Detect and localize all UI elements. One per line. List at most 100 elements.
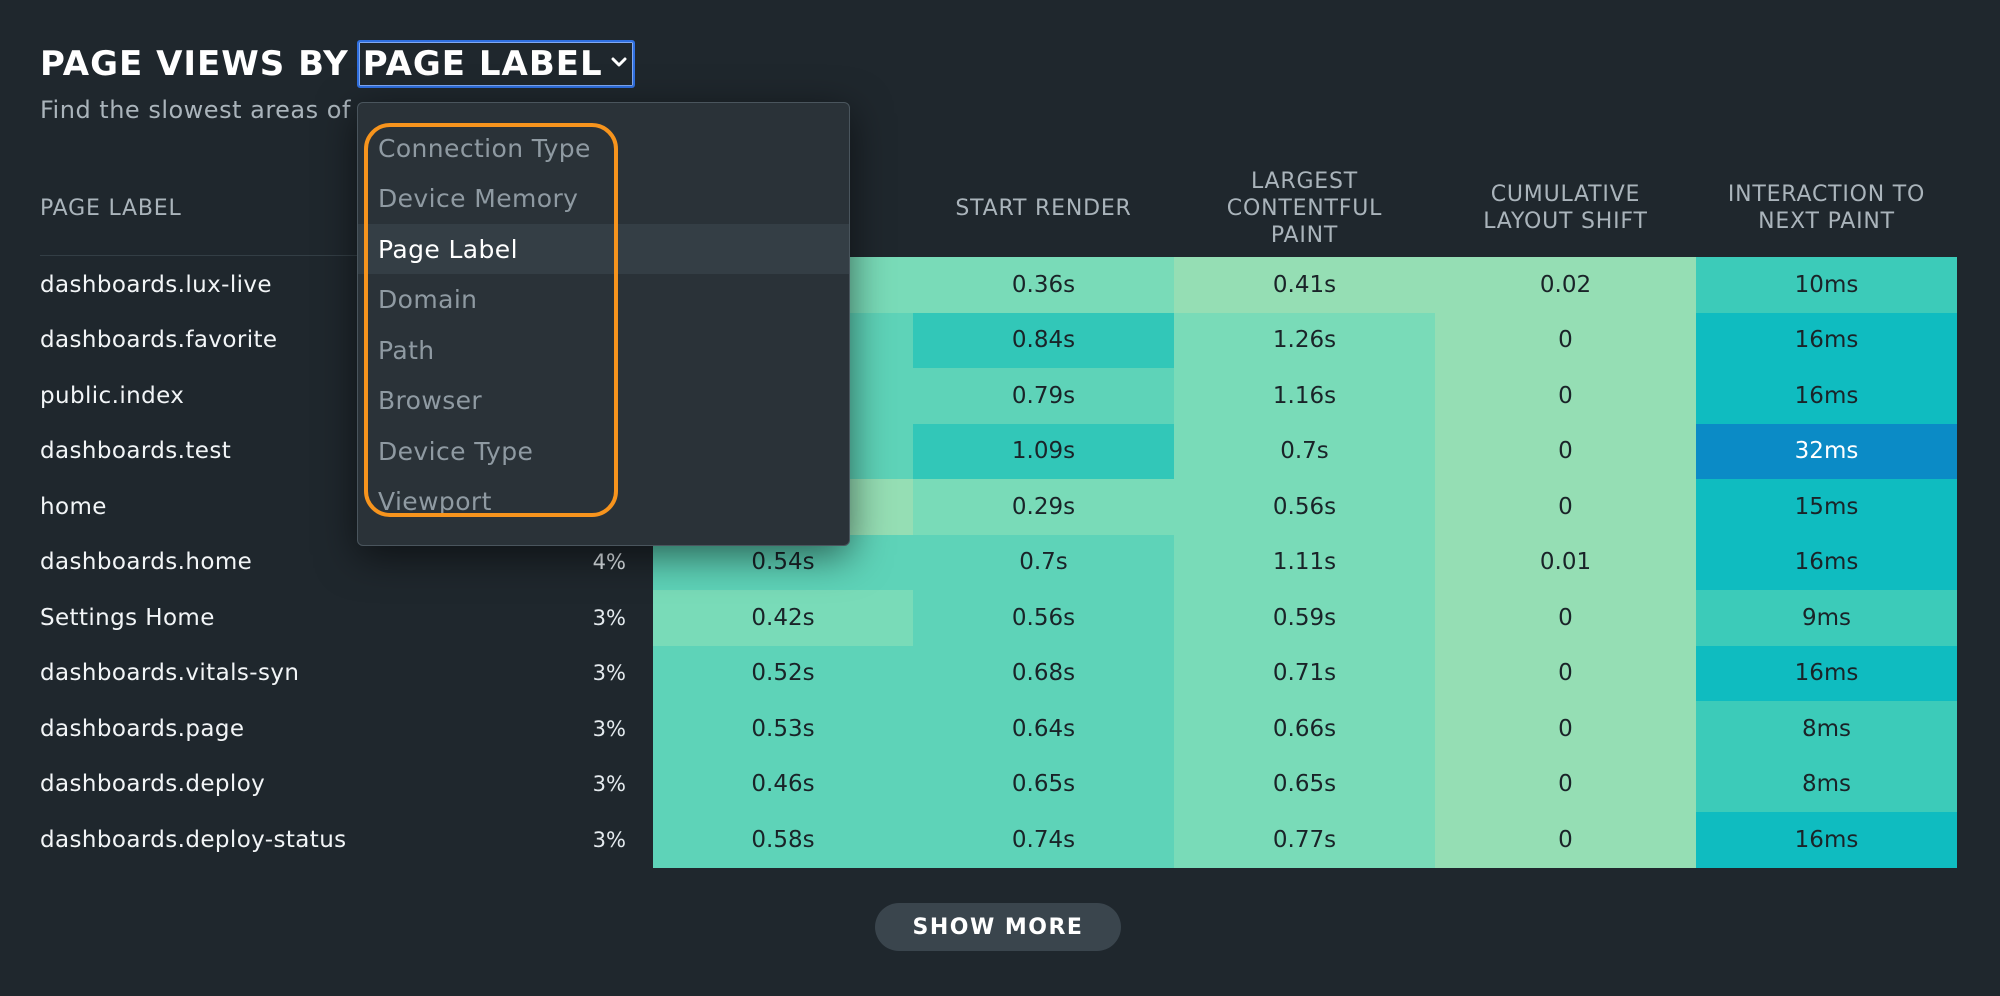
metric-cell-inp: 10ms	[1696, 257, 1957, 313]
dimension-dropdown-menu: Connection Type Device Memory Page Label Do…	[357, 102, 850, 546]
column-header-cls[interactable]: CUMULATIVE LAYOUT SHIFT	[1435, 160, 1696, 256]
row-share-percent: 3%	[592, 772, 626, 797]
metric-cell-cls: 0	[1435, 645, 1696, 701]
page-subtitle: Find the slowest areas of	[40, 96, 351, 124]
row-page-label: dashboards.vitals-syn	[40, 660, 300, 687]
metric-cell-inp: 32ms	[1696, 423, 1957, 479]
lcp-header-text: LARGEST CONTENTFUL PAINT	[1226, 168, 1383, 248]
metric-cell-lcp: 1.16s	[1174, 368, 1435, 424]
metric-cell-inp: 16ms	[1696, 534, 1957, 590]
metric-cell-col1: 0.52s	[653, 645, 913, 701]
metric-cell-cls: 0.01	[1435, 534, 1696, 590]
dropdown-option-page-label[interactable]: Page Label	[358, 224, 849, 274]
dropdown-option-viewport[interactable]: Viewport	[378, 487, 492, 516]
metric-cell-col1: 0.42s	[653, 590, 913, 646]
metric-cell-start-render: 0.56s	[913, 590, 1174, 646]
metric-cell-lcp: 0.65s	[1174, 756, 1435, 812]
metric-cell-lcp: 0.56s	[1174, 479, 1435, 535]
table-row[interactable]: public.index 0.79s 1.16s 0 16ms	[0, 368, 2000, 424]
metric-cell-inp: 16ms	[1696, 812, 1957, 868]
metric-cell-cls: 0	[1435, 812, 1696, 868]
row-page-label: dashboards.test	[40, 438, 232, 465]
page-title-row: PAGE VIEWS BY PAGE LABEL	[40, 40, 635, 88]
dropdown-option-connection-type[interactable]: Connection Type	[378, 133, 591, 163]
metric-cell-start-render: 0.29s	[913, 479, 1174, 535]
metric-cell-lcp: 1.26s	[1174, 312, 1435, 368]
row-page-label: Settings Home	[40, 604, 215, 631]
row-page-label: dashboards.favorite	[40, 327, 278, 354]
metric-cell-cls: 0.02	[1435, 257, 1696, 313]
metric-cell-start-render: 0.74s	[913, 812, 1174, 868]
metric-cell-cls: 0	[1435, 312, 1696, 368]
column-header-page-label[interactable]: PAGE LABEL	[40, 195, 182, 221]
metric-cell-start-render: 0.7s	[913, 534, 1174, 590]
metric-cell-lcp: 0.59s	[1174, 590, 1435, 646]
metric-cell-start-render: 1.09s	[913, 423, 1174, 479]
metric-cell-lcp: 0.77s	[1174, 812, 1435, 868]
cls-header-text: CUMULATIVE LAYOUT SHIFT	[1483, 182, 1648, 234]
header-divider	[40, 255, 620, 256]
metric-cell-start-render: 0.36s	[913, 257, 1174, 313]
inp-header-text: INTERACTION TO NEXT PAINT	[1727, 182, 1926, 234]
metric-cell-inp: 16ms	[1696, 645, 1957, 701]
dropdown-option-path[interactable]: Path	[378, 335, 435, 365]
table-row[interactable]: dashboards.test 1.09s 0.7s 0 32ms	[0, 423, 2000, 479]
metric-cell-col1: 0.46s	[653, 756, 913, 812]
column-header-inp[interactable]: INTERACTION TO NEXT PAINT	[1696, 160, 1957, 256]
metric-cell-start-render: 0.64s	[913, 701, 1174, 757]
metric-cell-inp: 9ms	[1696, 590, 1957, 646]
metric-cell-lcp: 1.11s	[1174, 534, 1435, 590]
table-row[interactable]: dashboards.vitals-syn 3% 0.52s 0.68s 0.71s 0 1…	[0, 645, 2000, 701]
metric-cell-start-render: 0.84s	[913, 312, 1174, 368]
table-row[interactable]: dashboards.lux-live 0.36s 0.41s 0.02 10ms	[0, 257, 2000, 313]
row-share-percent: 3%	[592, 605, 626, 630]
metric-cell-lcp: 0.66s	[1174, 701, 1435, 757]
dropdown-option-device-type[interactable]: Device Type	[378, 436, 534, 466]
metric-cell-inp: 15ms	[1696, 479, 1957, 535]
metric-cell-inp: 8ms	[1696, 756, 1957, 812]
dimension-select-label: PAGE LABEL	[362, 44, 603, 84]
column-header-start-render[interactable]: START RENDER	[955, 195, 1132, 221]
row-share-percent: 3%	[592, 827, 626, 852]
metric-cell-lcp: 0.71s	[1174, 645, 1435, 701]
metric-cell-start-render: 0.65s	[913, 756, 1174, 812]
metric-cell-cls: 0	[1435, 756, 1696, 812]
table-row[interactable]: dashboards.home 4% 0.54s 0.7s 1.11s 0.01 16ms	[0, 534, 2000, 590]
table-row[interactable]: home 0.29s 0.56s 0 15ms	[0, 479, 2000, 535]
row-share-percent: 3%	[592, 716, 626, 741]
dimension-select[interactable]: PAGE LABEL	[356, 40, 635, 88]
metric-cell-cls: 0	[1435, 423, 1696, 479]
metric-cell-inp: 8ms	[1696, 701, 1957, 757]
show-more-button[interactable]: SHOW MORE	[875, 903, 1121, 951]
metric-cell-col1: 0.58s	[653, 812, 913, 868]
dropdown-option-domain[interactable]: Domain	[378, 285, 478, 314]
column-header-lcp[interactable]: LARGEST CONTENTFUL PAINT	[1174, 160, 1435, 256]
metric-cell-start-render: 0.68s	[913, 645, 1174, 701]
metric-cell-cls: 0	[1435, 701, 1696, 757]
row-page-label: dashboards.lux-live	[40, 271, 272, 298]
row-page-label: home	[40, 493, 107, 520]
metric-cell-cls: 0	[1435, 479, 1696, 535]
metric-cell-start-render: 0.79s	[913, 368, 1174, 424]
row-page-label: dashboards.page	[40, 715, 245, 742]
table-row[interactable]: Settings Home 3% 0.42s 0.56s 0.59s 0 9ms	[0, 590, 2000, 646]
metric-cell-lcp: 0.7s	[1174, 423, 1435, 479]
row-page-label: dashboards.deploy	[40, 771, 266, 798]
row-page-label: public.index	[40, 382, 185, 409]
metric-cell-inp: 16ms	[1696, 368, 1957, 424]
table-row[interactable]: dashboards.deploy-status 3% 0.58s 0.74s 0.77…	[0, 812, 2000, 868]
metric-cell-cls: 0	[1435, 368, 1696, 424]
dropdown-option-browser[interactable]: Browser	[378, 386, 483, 415]
table-row[interactable]: dashboards.favorite 0.84s 1.26s 0 16ms	[0, 312, 2000, 368]
row-page-label: dashboards.home	[40, 549, 253, 576]
table-row[interactable]: dashboards.page 3% 0.53s 0.64s 0.66s 0 8ms	[0, 701, 2000, 757]
metric-cell-inp: 16ms	[1696, 312, 1957, 368]
dropdown-option-device-memory[interactable]: Device Memory	[378, 184, 579, 213]
row-share-percent: 3%	[592, 661, 626, 686]
row-page-label: dashboards.deploy-status	[40, 826, 347, 853]
row-share-percent: 4%	[592, 550, 626, 575]
page-title: PAGE VIEWS BY	[40, 44, 349, 84]
chevron-down-icon	[611, 57, 627, 67]
table-row[interactable]: dashboards.deploy 3% 0.46s 0.65s 0.65s 0 8ms	[0, 756, 2000, 812]
metric-cell-cls: 0	[1435, 590, 1696, 646]
